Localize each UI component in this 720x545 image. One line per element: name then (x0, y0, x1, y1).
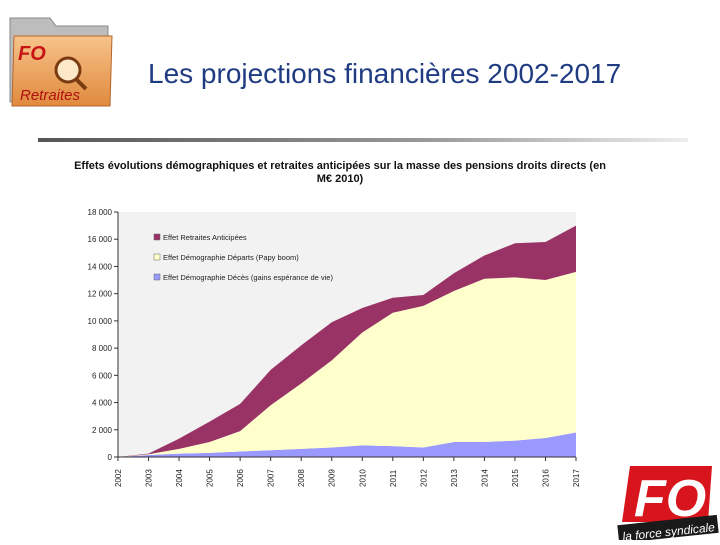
x-tick-label: 2014 (480, 469, 489, 487)
x-tick-label: 2002 (114, 469, 123, 487)
y-tick-label: 14 000 (88, 262, 113, 271)
x-tick-label: 2004 (175, 469, 184, 487)
y-tick-label: 8 000 (92, 344, 113, 353)
y-tick-label: 4 000 (92, 399, 113, 408)
x-tick-label: 2012 (419, 469, 428, 487)
legend-label: Effet Démographie Départs (Papy boom) (163, 253, 299, 262)
page-title: Les projections financières 2002-2017 (148, 58, 622, 89)
y-tick-label: 16 000 (88, 235, 113, 244)
x-tick-label: 2017 (572, 469, 581, 487)
y-tick-label: 6 000 (92, 371, 113, 380)
legend-swatch (153, 273, 161, 281)
x-tick-label: 2008 (297, 469, 306, 487)
x-tick-label: 2010 (358, 469, 367, 487)
fo-logo-graphic: FO la force syndicale (617, 466, 719, 544)
area-series-1 (118, 271, 576, 457)
y-tick-label: 18 000 (88, 208, 113, 217)
legend: Effet Retraites Anticipées Effet Démograp… (153, 233, 333, 282)
x-tick-label: 2016 (541, 469, 550, 487)
folder-icon: FO Retraites (9, 17, 113, 107)
x-tick-label: 2011 (389, 469, 398, 487)
area-chart: 0 2 000 4 000 6 000 8 000 10 000 12 000 14 000 1… (88, 208, 581, 487)
magnifier-icon (54, 56, 88, 91)
fo-retraites-logo: FO Retraites (6, 14, 114, 108)
area-series-group (118, 225, 576, 457)
y-tick-label: 12 000 (88, 290, 113, 299)
legend-label: Effet Retraites Anticipées (163, 233, 247, 242)
y-axis: 0 2 000 4 000 6 000 8 000 10 000 12 000 14 000 1… (88, 208, 119, 462)
area-series-0 (118, 432, 576, 457)
x-tick-label: 2003 (145, 469, 154, 487)
x-tick-label: 2015 (511, 469, 520, 487)
x-tick-label: 2013 (450, 469, 459, 487)
area-series-2 (118, 225, 576, 457)
legend-swatch (153, 233, 161, 241)
y-tick-label: 0 (108, 453, 113, 462)
fo-logo: FO la force syndicale (612, 462, 720, 544)
y-tick-label: 10 000 (88, 317, 113, 326)
folder-label: Retraites (20, 87, 81, 104)
x-tick-label: 2006 (236, 469, 245, 487)
x-tick-label: 2007 (267, 469, 276, 487)
x-axis: 2002 2003 2004 2005 2006 2007 2008 2009 2010 2011… (114, 456, 581, 487)
legend-swatch (153, 253, 161, 261)
x-tick-label: 2005 (206, 469, 215, 487)
legend-label: Effet Démographie Décès (gains espérance… (163, 273, 333, 282)
y-tick-label: 2 000 (92, 426, 113, 435)
title-divider (38, 138, 688, 142)
folder-fo-text: FO (18, 43, 46, 65)
chart-title: Effets évolutions démographiques et retr… (74, 160, 606, 185)
x-tick-label: 2009 (328, 469, 337, 487)
